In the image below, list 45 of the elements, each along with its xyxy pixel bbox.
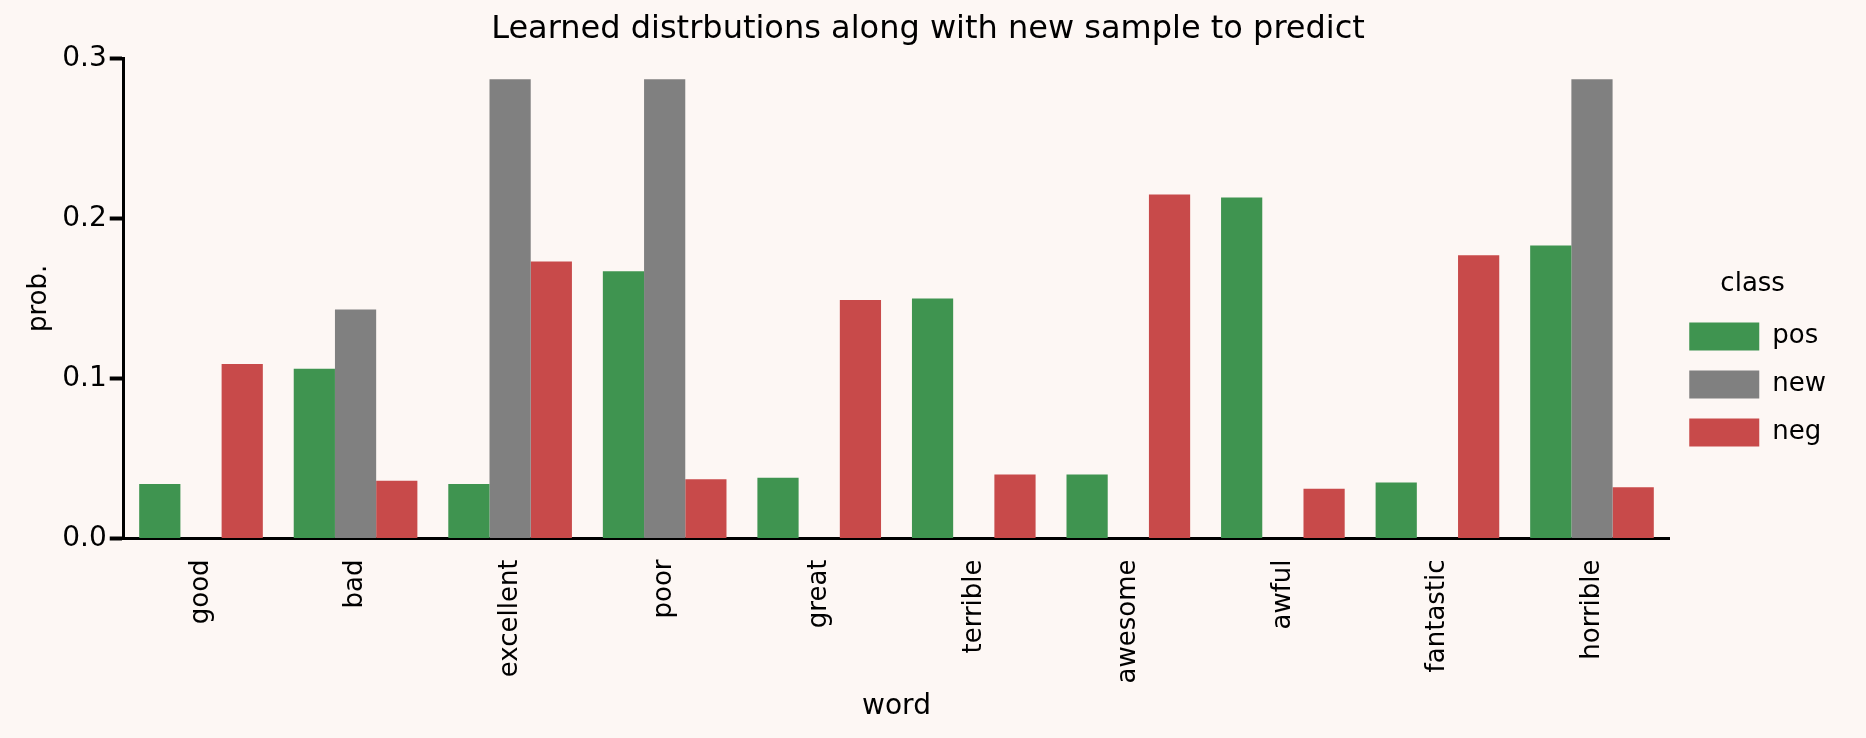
bar [1375,482,1417,538]
x-tick-label: terrible [956,559,987,654]
bar [1066,474,1108,538]
x-tick-label: poor [647,559,678,619]
bar [1612,487,1654,538]
bar [994,474,1036,538]
y-tick-label: 0.3 [62,39,107,73]
bar [221,364,263,538]
y-tick-label: 0.2 [62,199,107,233]
chart-title: Learned distrbutions along with new sample to predict [491,7,1365,46]
bar [911,298,954,538]
legend-label: pos [1772,319,1819,350]
bar [530,261,572,538]
bar [1303,488,1345,538]
x-tick-label: fantastic [1420,559,1451,673]
bar [757,477,799,538]
bar [1148,194,1191,538]
y-tick-label: 0.0 [62,519,107,553]
bar [1571,79,1613,538]
x-tick-label: horrible [1574,559,1605,660]
x-tick-label: awful [1265,559,1296,630]
bar [1530,245,1572,538]
x-axis-title: word [862,688,931,722]
bar [602,271,645,538]
x-tick-label: awesome [1111,559,1142,684]
y-tick-label: 0.1 [62,359,107,393]
y-axis-title: prob. [22,264,53,333]
bar [489,79,531,538]
x-tick-label: excellent [492,559,523,678]
bar [334,309,377,538]
bar [1221,197,1263,538]
legend-title: class [1720,267,1785,298]
x-tick-label: good [183,559,214,625]
bar [1458,255,1500,538]
bar [139,484,181,538]
bar [293,368,335,538]
bar [644,79,686,538]
x-tick-label: great [801,559,832,629]
bar [376,480,418,538]
bar [448,484,490,538]
x-tick-label: bad [338,559,369,609]
bar [685,479,727,538]
legend-label: new [1772,367,1827,398]
bar [839,300,882,538]
legend-label: neg [1772,415,1822,446]
